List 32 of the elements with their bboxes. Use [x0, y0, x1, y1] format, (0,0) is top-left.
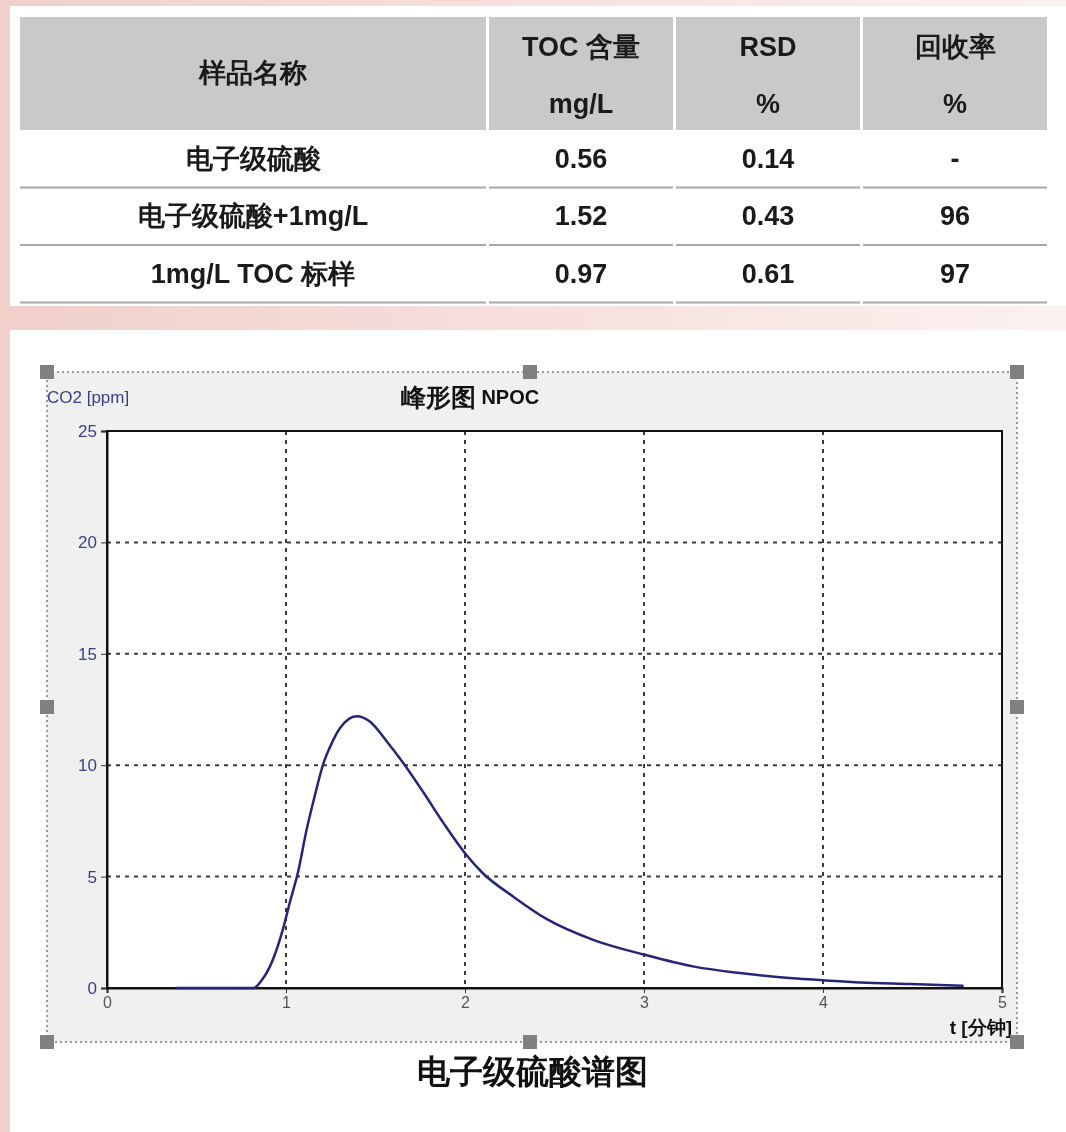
chart-title: 峰形图 NPOC: [400, 383, 540, 411]
data-label: 96: [939, 201, 971, 232]
data-label: -: [950, 143, 960, 174]
line-series: [175, 714, 964, 990]
y-tick-label: 5: [87, 867, 97, 887]
text: 样品名称: [198, 57, 307, 88]
y-tick-label: 10: [78, 756, 97, 776]
x-tick-label: 3: [640, 994, 650, 1012]
data-label: 0.14: [741, 143, 795, 174]
data-label: 0.56: [554, 143, 608, 174]
data-label: 97: [939, 258, 971, 289]
x-tick-label: 4: [819, 994, 829, 1012]
y-tick-label: 25: [78, 421, 97, 441]
category-label: 电子级硫酸: [185, 143, 321, 174]
y-axis-title: CO2 [ppm]: [47, 387, 130, 407]
data-label: 1.52: [554, 201, 608, 232]
text: 回收率 %: [914, 32, 996, 119]
y-tick-label: 20: [78, 533, 97, 553]
data-label: 0.97: [554, 258, 608, 289]
x-tick-label: 1: [282, 994, 292, 1012]
category-label: 1mg/L TOC 标样: [150, 258, 356, 289]
series-label: TOC 含量 mg/L: [521, 32, 641, 119]
x-tick-label: 0: [103, 994, 113, 1012]
text: 电子级硫酸谱图: [416, 1052, 648, 1090]
y-tick-label: 15: [78, 644, 97, 664]
x-tick-label: 2: [461, 994, 471, 1012]
x-tick-label: 5: [998, 994, 1008, 1012]
category-label: 电子级硫酸+1mg/L: [137, 201, 369, 232]
data-label: 0.61: [741, 258, 795, 289]
data-label: 0.43: [741, 201, 795, 232]
y-tick-label: 0: [87, 978, 97, 998]
text: RSD %: [739, 32, 797, 119]
